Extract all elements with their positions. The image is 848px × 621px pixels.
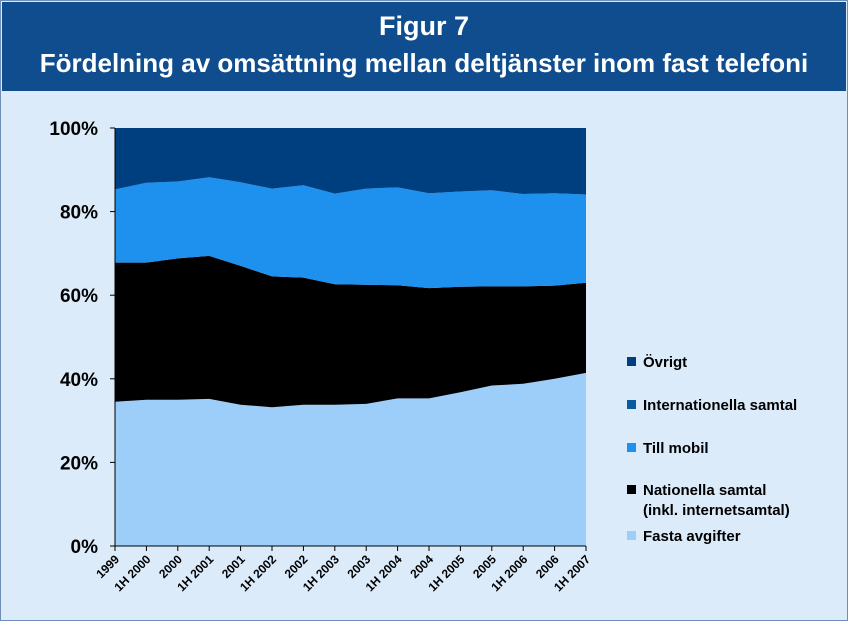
legend-label: Till mobil: [643, 440, 709, 457]
chart-header: Figur 7 Fördelning av omsättning mellan …: [2, 2, 846, 91]
legend-label: Internationella samtal: [643, 397, 797, 414]
legend-swatch: [627, 400, 636, 409]
area-o-vrigt: [115, 128, 586, 195]
legend-swatch: [627, 443, 636, 452]
legend-swatch: [627, 357, 636, 366]
area-till-mobil: [115, 177, 586, 289]
y-tick-label: 60%: [60, 286, 98, 307]
area-nationella-samtal-inkl-internetsamtal: [115, 255, 586, 408]
y-tick-label: 100%: [49, 119, 98, 140]
legend: Övrigt Internationella samtal Till mobil Na…: [627, 354, 797, 545]
area-fasta-avgifter: [115, 372, 586, 546]
legend-swatch: [627, 485, 636, 494]
legend-label: Övrigt: [643, 354, 687, 371]
chart-subtitle: Fördelning av omsättning mellan deltjäns…: [39, 48, 809, 78]
chart-title: Figur 7: [378, 11, 469, 41]
y-tick-label: 80%: [60, 203, 98, 224]
legend-label: (inkl. internetsamtal): [643, 502, 790, 519]
y-tick-label: 0%: [71, 537, 99, 558]
legend-swatch: [627, 531, 636, 540]
y-tick-label: 40%: [60, 370, 98, 391]
y-tick-label: 20%: [60, 453, 98, 474]
legend-label: Fasta avgifter: [643, 528, 741, 545]
area-series-group: [115, 128, 586, 546]
legend-label: Nationella samtal: [643, 482, 766, 499]
